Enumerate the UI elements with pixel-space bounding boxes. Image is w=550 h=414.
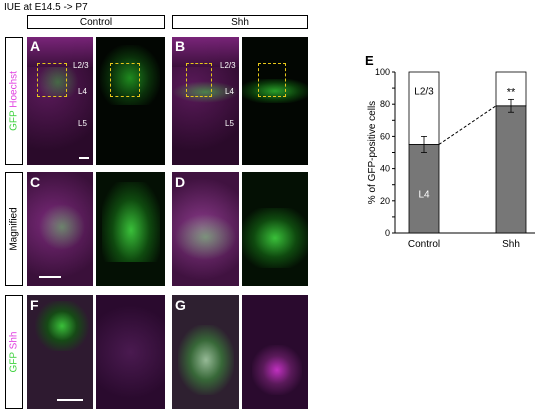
significance-marker: ** [507,86,516,98]
bar-l4 [408,144,440,234]
panel-d-gfp [242,172,308,286]
y-tick-label: 40 [380,164,390,174]
scale-bar [39,276,61,278]
layer-label-l23: L2/3 [220,61,236,70]
y-tick-label: 0 [385,228,390,238]
y-tick-label: 100 [375,67,390,77]
panel-a-merge: A L2/3 L4 L5 [27,37,93,165]
y-tick-label: 80 [380,99,390,109]
layer-label-l5: L5 [225,119,234,128]
y-tick-label: 20 [380,196,390,206]
row-label-gfp-shh: GFP Shh [5,295,23,409]
panel-c-gfp [96,172,165,286]
panel-letter-a: A [30,38,41,54]
panel-g-merge: G [172,295,239,409]
panel-d-merge: D [172,172,239,286]
magnified-region-box [258,63,286,97]
magnified-region-box [110,63,140,97]
condition-control-label: Control [27,15,165,29]
panel-b-gfp [242,37,308,165]
panel-letter-b: B [175,38,186,54]
x-tick-label: Control [408,239,440,250]
bar-l4 [495,105,527,234]
row-label-magnified: Magnified [5,172,23,286]
panel-c-merge: C [27,172,93,286]
condition-shh-label: Shh [172,15,308,29]
trend-connector [438,105,497,145]
panel-g-shh [242,295,308,409]
magnified-region-box [37,63,67,97]
panel-f-merge: F [27,295,93,409]
y-axis-label: % of GFP-positive cells [367,101,378,204]
panel-f-shh [96,295,165,409]
panel-letter-d: D [175,174,186,190]
bar-label-l4: L4 [418,190,430,201]
scale-bar [79,157,89,159]
panel-letter-f: F [30,297,39,313]
panel-a-gfp [96,37,165,165]
panel-letter-c: C [30,174,41,190]
layer-label-l23: L2/3 [73,61,89,70]
panel-letter-e: E [365,53,374,68]
bar-chart: 0 20 40 60 80 100 % of GFP-positive cells Contr… [367,67,535,250]
scale-bar [57,399,83,401]
y-tick-label: 60 [380,131,390,141]
layer-label-l4: L4 [225,87,234,96]
bar-l23 [408,71,440,145]
layer-label-l5: L5 [78,119,87,128]
panel-b-merge: B L2/3 L4 L5 [172,37,239,165]
panel-letter-g: G [175,297,186,313]
magnified-region-box [186,63,212,97]
figure-header: IUE at E14.5 -> P7 [4,2,88,13]
layer-label-l4: L4 [78,87,87,96]
x-tick-label: Shh [502,239,520,250]
row-label-gfp-hoechst: GFP Hoechst [5,37,23,165]
bar-label-l23: L2/3 [414,87,434,98]
